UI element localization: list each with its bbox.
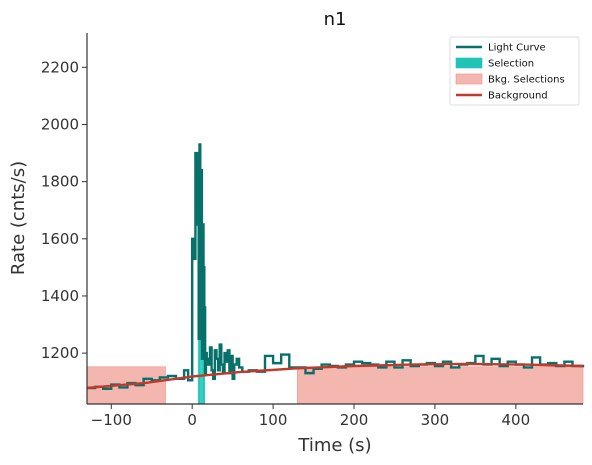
legend-swatch-patch [455, 57, 483, 69]
legend-label: Background [488, 91, 548, 102]
chart-title: n1 [324, 9, 347, 30]
y-tick-label: 1200 [41, 344, 79, 362]
legend-label: Bkg. Selections [488, 75, 565, 86]
source-selection-bin [201, 358, 203, 404]
legend-swatch-patch [455, 73, 483, 85]
source-selection-bin [198, 338, 200, 404]
x-tick-label: 0 [187, 411, 197, 429]
legend: Light Curve Selection Bkg. Selections Backg… [449, 36, 580, 106]
y-tick-label: 1800 [41, 173, 79, 191]
light-curve-series [87, 143, 585, 391]
bkg-selection-region-1 [297, 366, 584, 405]
y-tick-label: 2200 [41, 58, 79, 76]
y-axis-label: Rate (cnts/s) [8, 161, 29, 275]
x-tick-label: 200 [340, 411, 369, 429]
x-tick-label: 300 [421, 411, 450, 429]
y-ticks: 1200 1400 1600 1800 2000 2200 [41, 58, 87, 362]
x-axis-label: Time (s) [297, 435, 371, 456]
y-tick-label: 2000 [41, 115, 79, 133]
y-tick-label: 1400 [41, 287, 79, 305]
x-tick-label: 400 [502, 411, 531, 429]
legend-box [449, 36, 580, 106]
legend-label: Light Curve [488, 43, 546, 54]
x-ticks: −100 0 100 200 300 400 [91, 404, 530, 429]
bkg-selection-layer [86, 366, 584, 405]
legend-label: Selection [488, 59, 534, 70]
background-series [86, 362, 584, 390]
source-selection-bin [200, 247, 202, 404]
source-selection-bin [203, 267, 205, 404]
x-tick-label: −100 [91, 411, 132, 429]
light-curve-layer [87, 143, 585, 391]
x-tick-label: 100 [259, 411, 288, 429]
background-layer [86, 362, 584, 390]
y-tick-label: 1600 [41, 230, 79, 248]
